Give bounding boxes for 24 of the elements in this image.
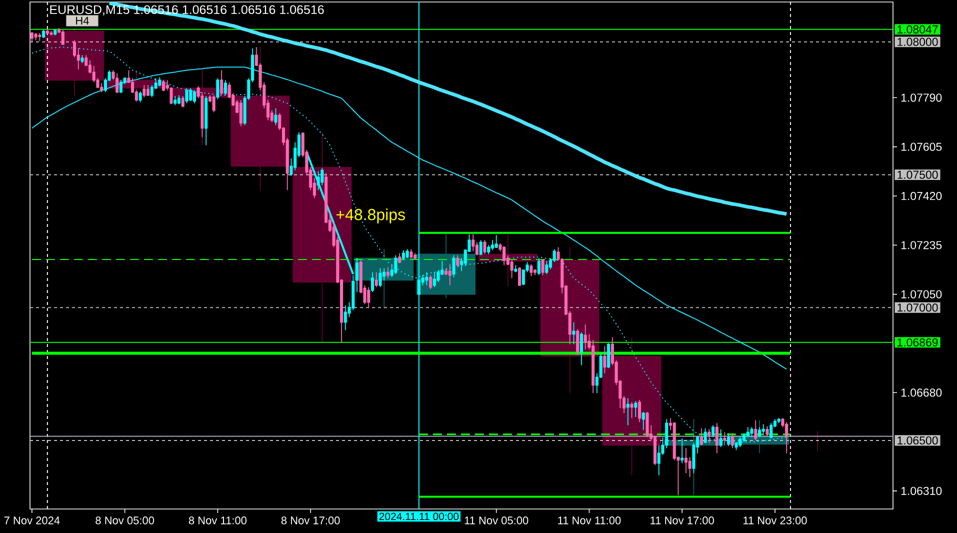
y-tick-label: 1.06310 bbox=[901, 486, 942, 495]
ref-line-label: 1.06500 bbox=[898, 436, 938, 445]
x-tick-label: 8 Nov 11:00 bbox=[188, 516, 247, 524]
y-tick-label: 1.07235 bbox=[901, 241, 942, 250]
y-tick-label: 1.07790 bbox=[901, 94, 942, 102]
y-tick-label: 1.07050 bbox=[901, 290, 942, 298]
annotation: H4 bbox=[76, 16, 89, 24]
x-tick-label: 8 Nov 05:00 bbox=[96, 516, 154, 524]
y-tick-label: 1.07605 bbox=[901, 142, 942, 151]
x-tick-label: 8 Nov 17:00 bbox=[281, 516, 340, 524]
ref-line-label: 1.06869 bbox=[898, 338, 938, 346]
annotation: +48.8pips bbox=[336, 208, 405, 224]
ref-line-label: 1.08047 bbox=[898, 25, 938, 34]
y-tick-label: 1.06680 bbox=[901, 388, 942, 397]
x-tick-label: 11 Nov 17:00 bbox=[650, 516, 714, 524]
y-tick-label: 1.07420 bbox=[901, 192, 942, 200]
x-tick-label: 2024.11.11 00:00 bbox=[379, 512, 459, 520]
ref-line-label: 1.08000 bbox=[898, 38, 938, 46]
x-tick-label: 11 Nov 11:00 bbox=[558, 516, 621, 524]
x-tick-label: 7 Nov 2024 bbox=[4, 516, 60, 524]
ref-line-label: 1.07500 bbox=[898, 170, 938, 179]
x-tick-label: 11 Nov 23:00 bbox=[744, 516, 807, 524]
ref-line-label: 1.07000 bbox=[898, 304, 938, 312]
x-tick-label: 11 Nov 05:00 bbox=[464, 516, 528, 524]
